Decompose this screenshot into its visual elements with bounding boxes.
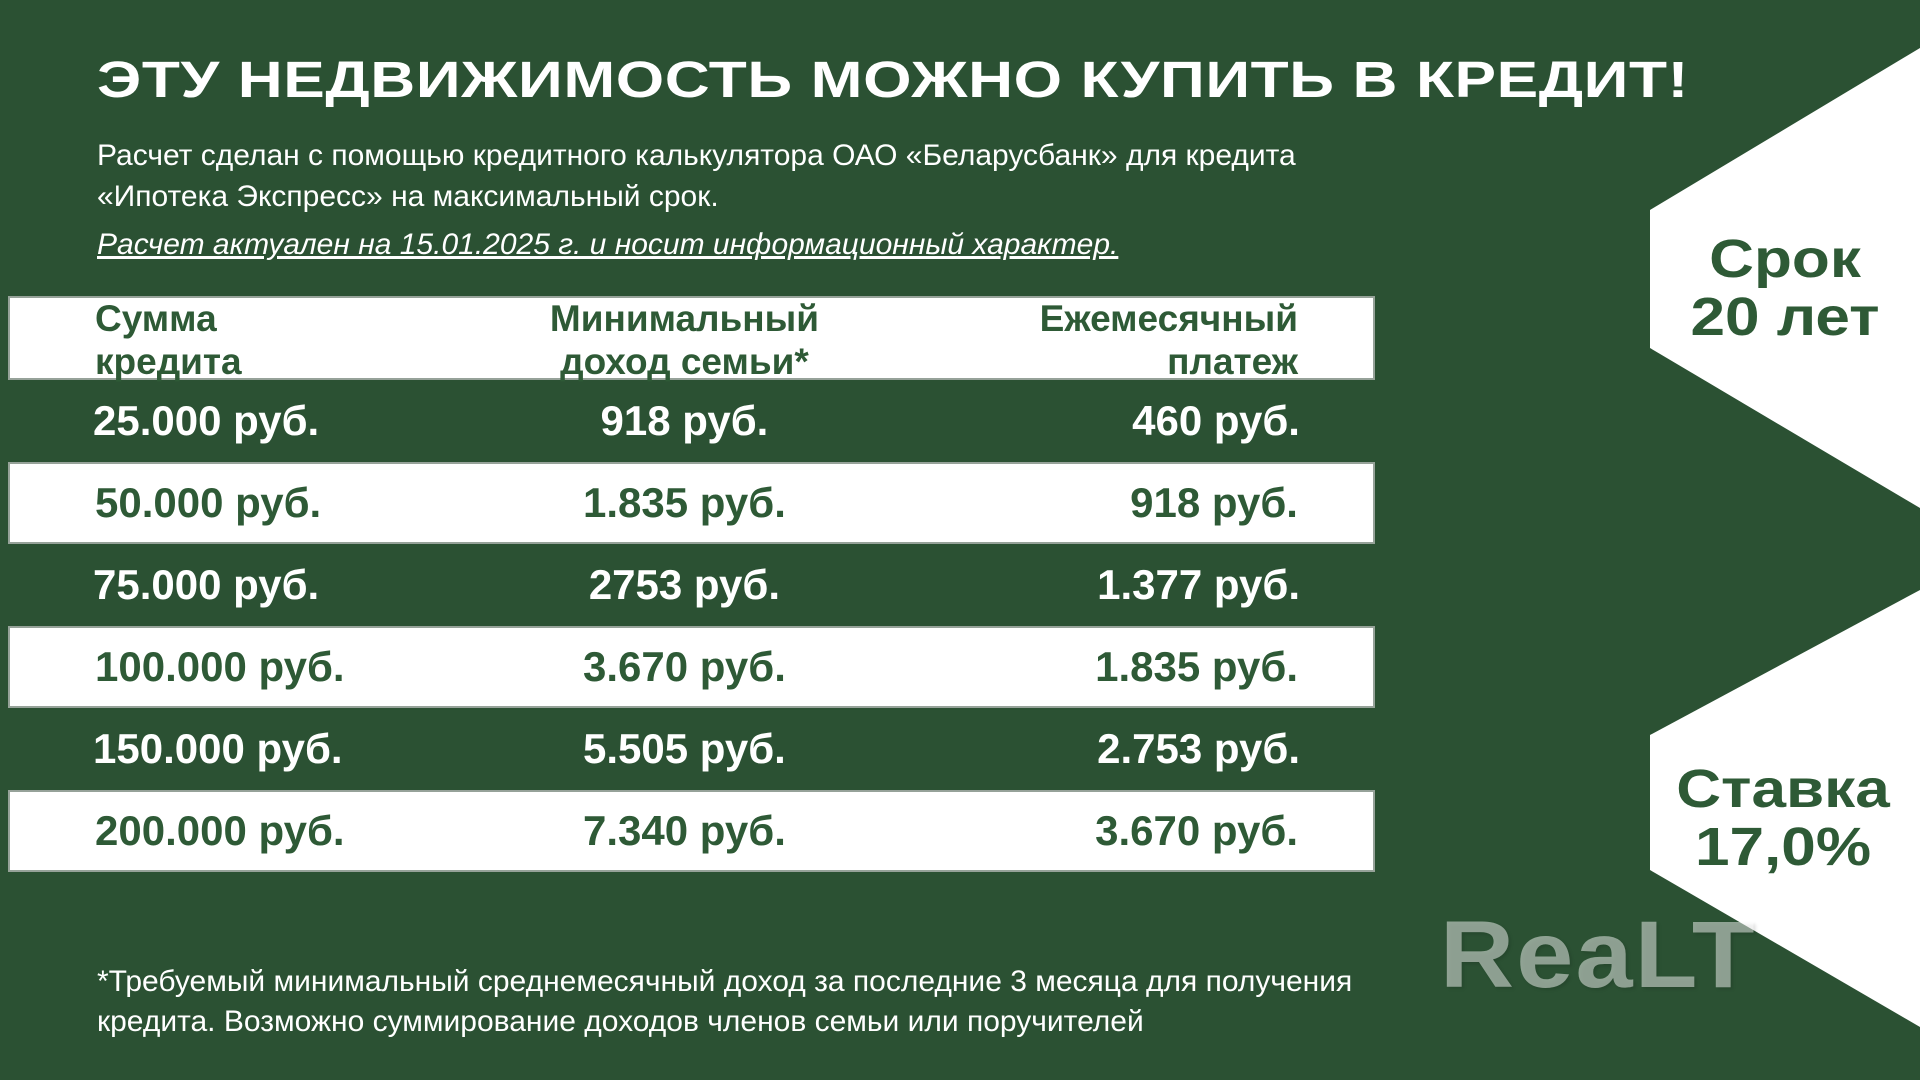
credit-amount-cell: 25.000 руб. [93,397,320,444]
table-row: 150.000 руб. 5.505 руб. 2.753 руб. [8,708,1375,790]
min-income-cell: 2753 руб. [588,561,781,608]
table-row: 75.000 руб. 2753 руб. 1.377 руб. [8,544,1375,626]
table-row: 25.000 руб. 918 руб. 460 руб. [8,380,1375,462]
credit-table-rows: 25.000 руб. 918 руб. 460 руб. 50.000 руб… [8,380,1375,872]
min-income-cell: 1.835 руб. [583,479,786,526]
credit-amount-cell: 75.000 руб. [93,561,320,608]
page-title: ЭТУ НЕДВИЖИМОСТЬ МОЖНО КУПИТЬ В КРЕДИТ! [97,51,1689,108]
monthly-payment-cell: 460 руб. [1132,397,1300,444]
credit-amount-cell: 100.000 руб. [95,643,345,690]
min-income-cell: 7.340 руб. [583,807,786,854]
column-header-min-income: Минимальный доход семьи* [549,298,819,382]
credit-amount-cell: 150.000 руб. [93,725,343,772]
realt-logo-watermark: ReaLT [1440,902,1757,1008]
calculation-date-disclaimer: Расчет актуален на 15.01.2025 г. и носит… [97,228,1119,261]
min-income-cell: 3.670 руб. [583,643,786,690]
table-row: 100.000 руб. 3.670 руб. 1.835 руб. [8,626,1375,708]
monthly-payment-cell: 3.670 руб. [1095,807,1298,854]
monthly-payment-cell: 1.377 руб. [1097,561,1300,608]
table-row: 50.000 руб. 1.835 руб. 918 руб. [8,462,1375,544]
term-chevron-shape [1650,48,1920,508]
calculation-note: Расчет сделан с помощью кредитного кальк… [97,139,1296,213]
footnote: *Требуемый минимальный среднемесячный до… [97,965,1353,1038]
monthly-payment-cell: 2.753 руб. [1097,725,1300,772]
credit-amount-cell: 50.000 руб. [95,479,322,526]
min-income-cell: 918 руб. [600,397,769,444]
rate-badge: Ставка 17,0% [1676,759,1890,878]
min-income-cell: 5.505 руб. [583,725,786,772]
term-badge: Срок 20 лет [1690,229,1880,348]
rate-chevron-shape [1650,590,1920,1027]
column-header-monthly-payment: Ежемесячный платеж [1039,298,1298,382]
column-header-credit-amount: Сумма кредита [95,298,242,382]
monthly-payment-cell: 918 руб. [1130,479,1298,526]
credit-table: Сумма кредита Минимальный доход семьи* Е… [8,296,1375,872]
table-row: 200.000 руб. 7.340 руб. 3.670 руб. [8,790,1375,872]
credit-table-header: Сумма кредита Минимальный доход семьи* Е… [8,296,1375,382]
credit-amount-cell: 200.000 руб. [95,807,345,854]
monthly-payment-cell: 1.835 руб. [1095,643,1298,690]
